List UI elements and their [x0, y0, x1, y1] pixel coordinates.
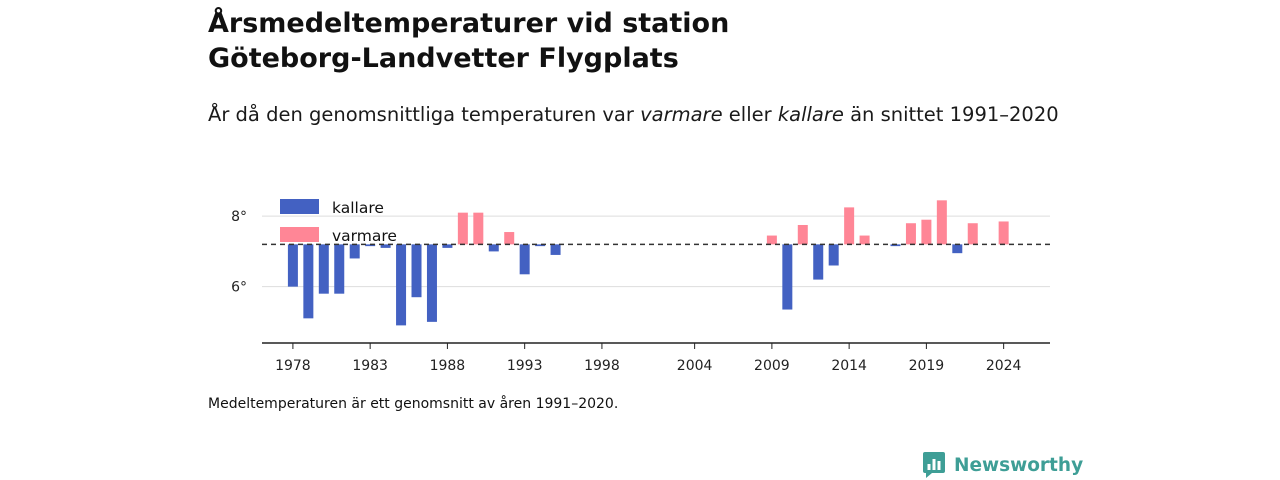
x-tick-label: 1993: [507, 358, 543, 374]
brand-name: Newsworthy: [954, 454, 1084, 476]
legend: kallare varmare: [280, 199, 397, 245]
bar-cold: [488, 244, 499, 252]
bar-warm: [766, 235, 777, 245]
x-tick-label: 2024: [986, 358, 1022, 374]
footnote: Medeltemperaturen är ett genomsnitt av å…: [208, 396, 619, 412]
legend-warm-swatch: [280, 227, 319, 242]
x-tick-label: 2004: [677, 358, 713, 374]
bar-cold: [380, 244, 391, 248]
chart-subtitle: År då den genomsnittliga temperaturen va…: [208, 100, 1068, 129]
x-tick-label: 1988: [430, 358, 466, 374]
bar-warm: [936, 200, 947, 245]
bar-cold: [365, 244, 376, 247]
bar-cold: [396, 244, 407, 326]
bar-cold: [287, 244, 298, 287]
bars-layer: [287, 200, 1009, 326]
bar-cold: [890, 244, 901, 247]
bar-cold: [782, 244, 793, 310]
bar-warm: [504, 232, 515, 245]
bar-cold: [303, 244, 314, 319]
x-tick-label: 1978: [275, 358, 311, 374]
y-tick-label: 6°: [231, 280, 247, 296]
bar-cold: [952, 244, 963, 254]
bar-warm: [844, 207, 855, 245]
subtitle-warm-word: varmare: [640, 103, 723, 126]
bar-warm: [905, 223, 916, 245]
bar-cold: [550, 244, 561, 255]
bar-cold: [813, 244, 824, 280]
legend-cold-swatch: [280, 199, 319, 214]
bar-warm: [998, 221, 1009, 245]
subtitle-part3: än snittet 1991–2020: [843, 103, 1059, 126]
bar-warm: [921, 219, 932, 245]
chart-title: Årsmedeltemperaturer vid station Götebor…: [208, 6, 968, 76]
bar-warm: [473, 212, 484, 245]
subtitle-cold-word: kallare: [777, 103, 844, 126]
bar-cold: [519, 244, 530, 275]
bar-cold: [318, 244, 329, 294]
bar-cold: [535, 244, 546, 247]
bar-warm: [457, 212, 468, 245]
bar-warm: [859, 235, 870, 245]
subtitle-part2: eller: [722, 103, 778, 126]
x-tick-label: 2009: [754, 358, 790, 374]
bar-cold: [334, 244, 345, 294]
brand-logo: Newsworthy: [922, 450, 1083, 480]
y-tick-label: 8°: [231, 209, 247, 225]
axis-layer: 1978 1983 1988 1993 1998 2004 2009 2014 2019 2024: [262, 243, 1050, 374]
bar-warm: [797, 224, 808, 245]
subtitle-part1: År då den genomsnittliga temperaturen va…: [208, 103, 641, 126]
chart-title-line2: Göteborg-Landvetter Flygplats: [208, 43, 679, 74]
x-tick-label: 1983: [352, 358, 388, 374]
legend-warm-label: varmare: [332, 227, 397, 245]
x-tick-label: 1998: [584, 358, 620, 374]
bar-cold: [828, 244, 839, 266]
x-tick-label: 2019: [909, 358, 945, 374]
bar-cold: [411, 244, 422, 298]
newsworthy-icon: [923, 452, 945, 478]
bar-cold: [442, 244, 453, 248]
bar-warm: [967, 223, 978, 245]
bar-cold: [349, 244, 360, 259]
grid-layer: 6° 8°: [231, 209, 1050, 296]
chart-title-line1: Årsmedeltemperaturer vid station: [208, 8, 730, 39]
legend-cold-label: kallare: [332, 199, 384, 217]
bar-cold: [426, 244, 437, 322]
x-tick-label: 2014: [831, 358, 867, 374]
